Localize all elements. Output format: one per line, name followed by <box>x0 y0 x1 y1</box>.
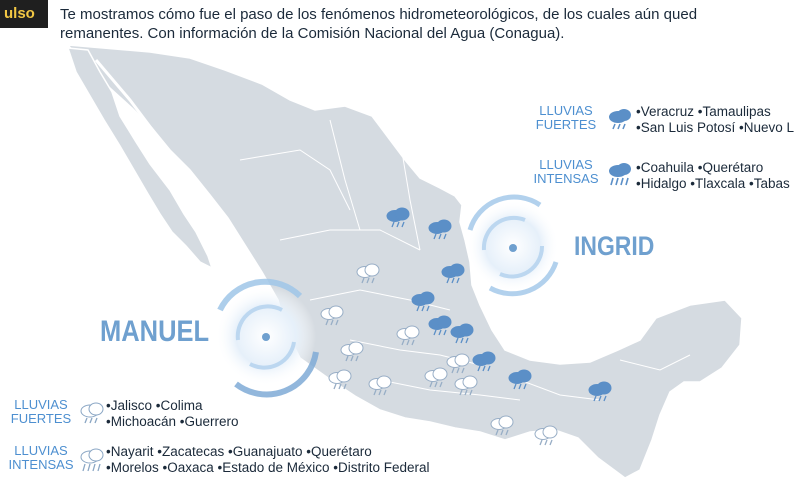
map-strong-rain-icon <box>386 207 410 228</box>
baja-california-shape <box>66 47 214 270</box>
hurricane-ingrid <box>467 194 559 297</box>
map-strong-rain-icon <box>428 315 452 336</box>
ingrid-label: INGRID <box>574 231 655 261</box>
cloud-rain-heavy-blue-icon <box>609 163 631 186</box>
section-badge: ulso <box>0 0 48 28</box>
map-intense-rain-icon <box>368 375 392 396</box>
hurricane-manuel <box>216 278 319 398</box>
map-strong-rain-icon <box>450 323 474 344</box>
rain-icons-layer <box>320 207 612 446</box>
map-intense-rain-icon <box>490 415 514 436</box>
gulf-of-california <box>94 59 222 216</box>
legend-manuel-fuertes-label: LLUVIAS FUERTES <box>10 397 72 426</box>
legend-ingrid-fuertes-label: LLUVIAS FUERTES <box>535 103 597 132</box>
map-intense-rain-icon <box>446 353 470 374</box>
map-intense-rain-icon <box>396 325 420 346</box>
legend-ingrid: LLUVIAS FUERTES •Veracruz •Tamaulipas •S… <box>530 102 800 197</box>
legend-ingrid-intensas-label: LLUVIAS INTENSAS <box>533 157 599 186</box>
map-intense-rain-icon <box>320 305 344 326</box>
state-borders <box>239 119 691 401</box>
legend-manuel-intensas-label: LLUVIAS INTENSAS <box>8 443 74 472</box>
cloud-rain-white-icon <box>80 402 104 424</box>
intro-text: Te mostramos cómo fue el paso de los fen… <box>60 5 800 43</box>
legend-ingrid-fuertes-items: •Veracruz •Tamaulipas •San Luis Potosí •… <box>636 104 795 135</box>
map-intense-rain-icon <box>340 341 364 362</box>
manuel-label: MANUEL <box>100 315 210 348</box>
map-intense-rain-icon <box>356 263 380 284</box>
map-intense-rain-icon <box>328 369 352 390</box>
map-strong-rain-icon <box>508 369 532 390</box>
cloud-rain-heavy-white-icon <box>80 448 104 472</box>
map-strong-rain-icon <box>411 291 435 312</box>
cloud-rain-blue-icon <box>609 109 631 130</box>
map-intense-rain-icon <box>424 367 448 388</box>
map-strong-rain-icon <box>441 263 465 284</box>
legend-ingrid-intensas-items: •Coahuila •Querétaro •Hidalgo •Tlaxcala … <box>636 160 790 191</box>
map-strong-rain-icon <box>472 351 496 372</box>
legend-manuel: LLUVIAS FUERTES •Jalisco •Colima •Michoa… <box>0 398 470 498</box>
intro-line-1: Te mostramos cómo fue el paso de los fen… <box>60 6 698 23</box>
legend-manuel-intensas-items: •Nayarit •Zacatecas •Guanajuato •Queréta… <box>106 444 430 475</box>
intro-line-2: remanentes. Con información de la Comisi… <box>60 25 565 42</box>
map-intense-rain-icon <box>454 375 478 396</box>
map-intense-rain-icon <box>534 425 558 446</box>
map-strong-rain-icon <box>588 381 612 402</box>
legend-manuel-fuertes-items: •Jalisco •Colima •Michoacán •Guerrero <box>106 398 239 429</box>
map-strong-rain-icon <box>428 219 452 240</box>
